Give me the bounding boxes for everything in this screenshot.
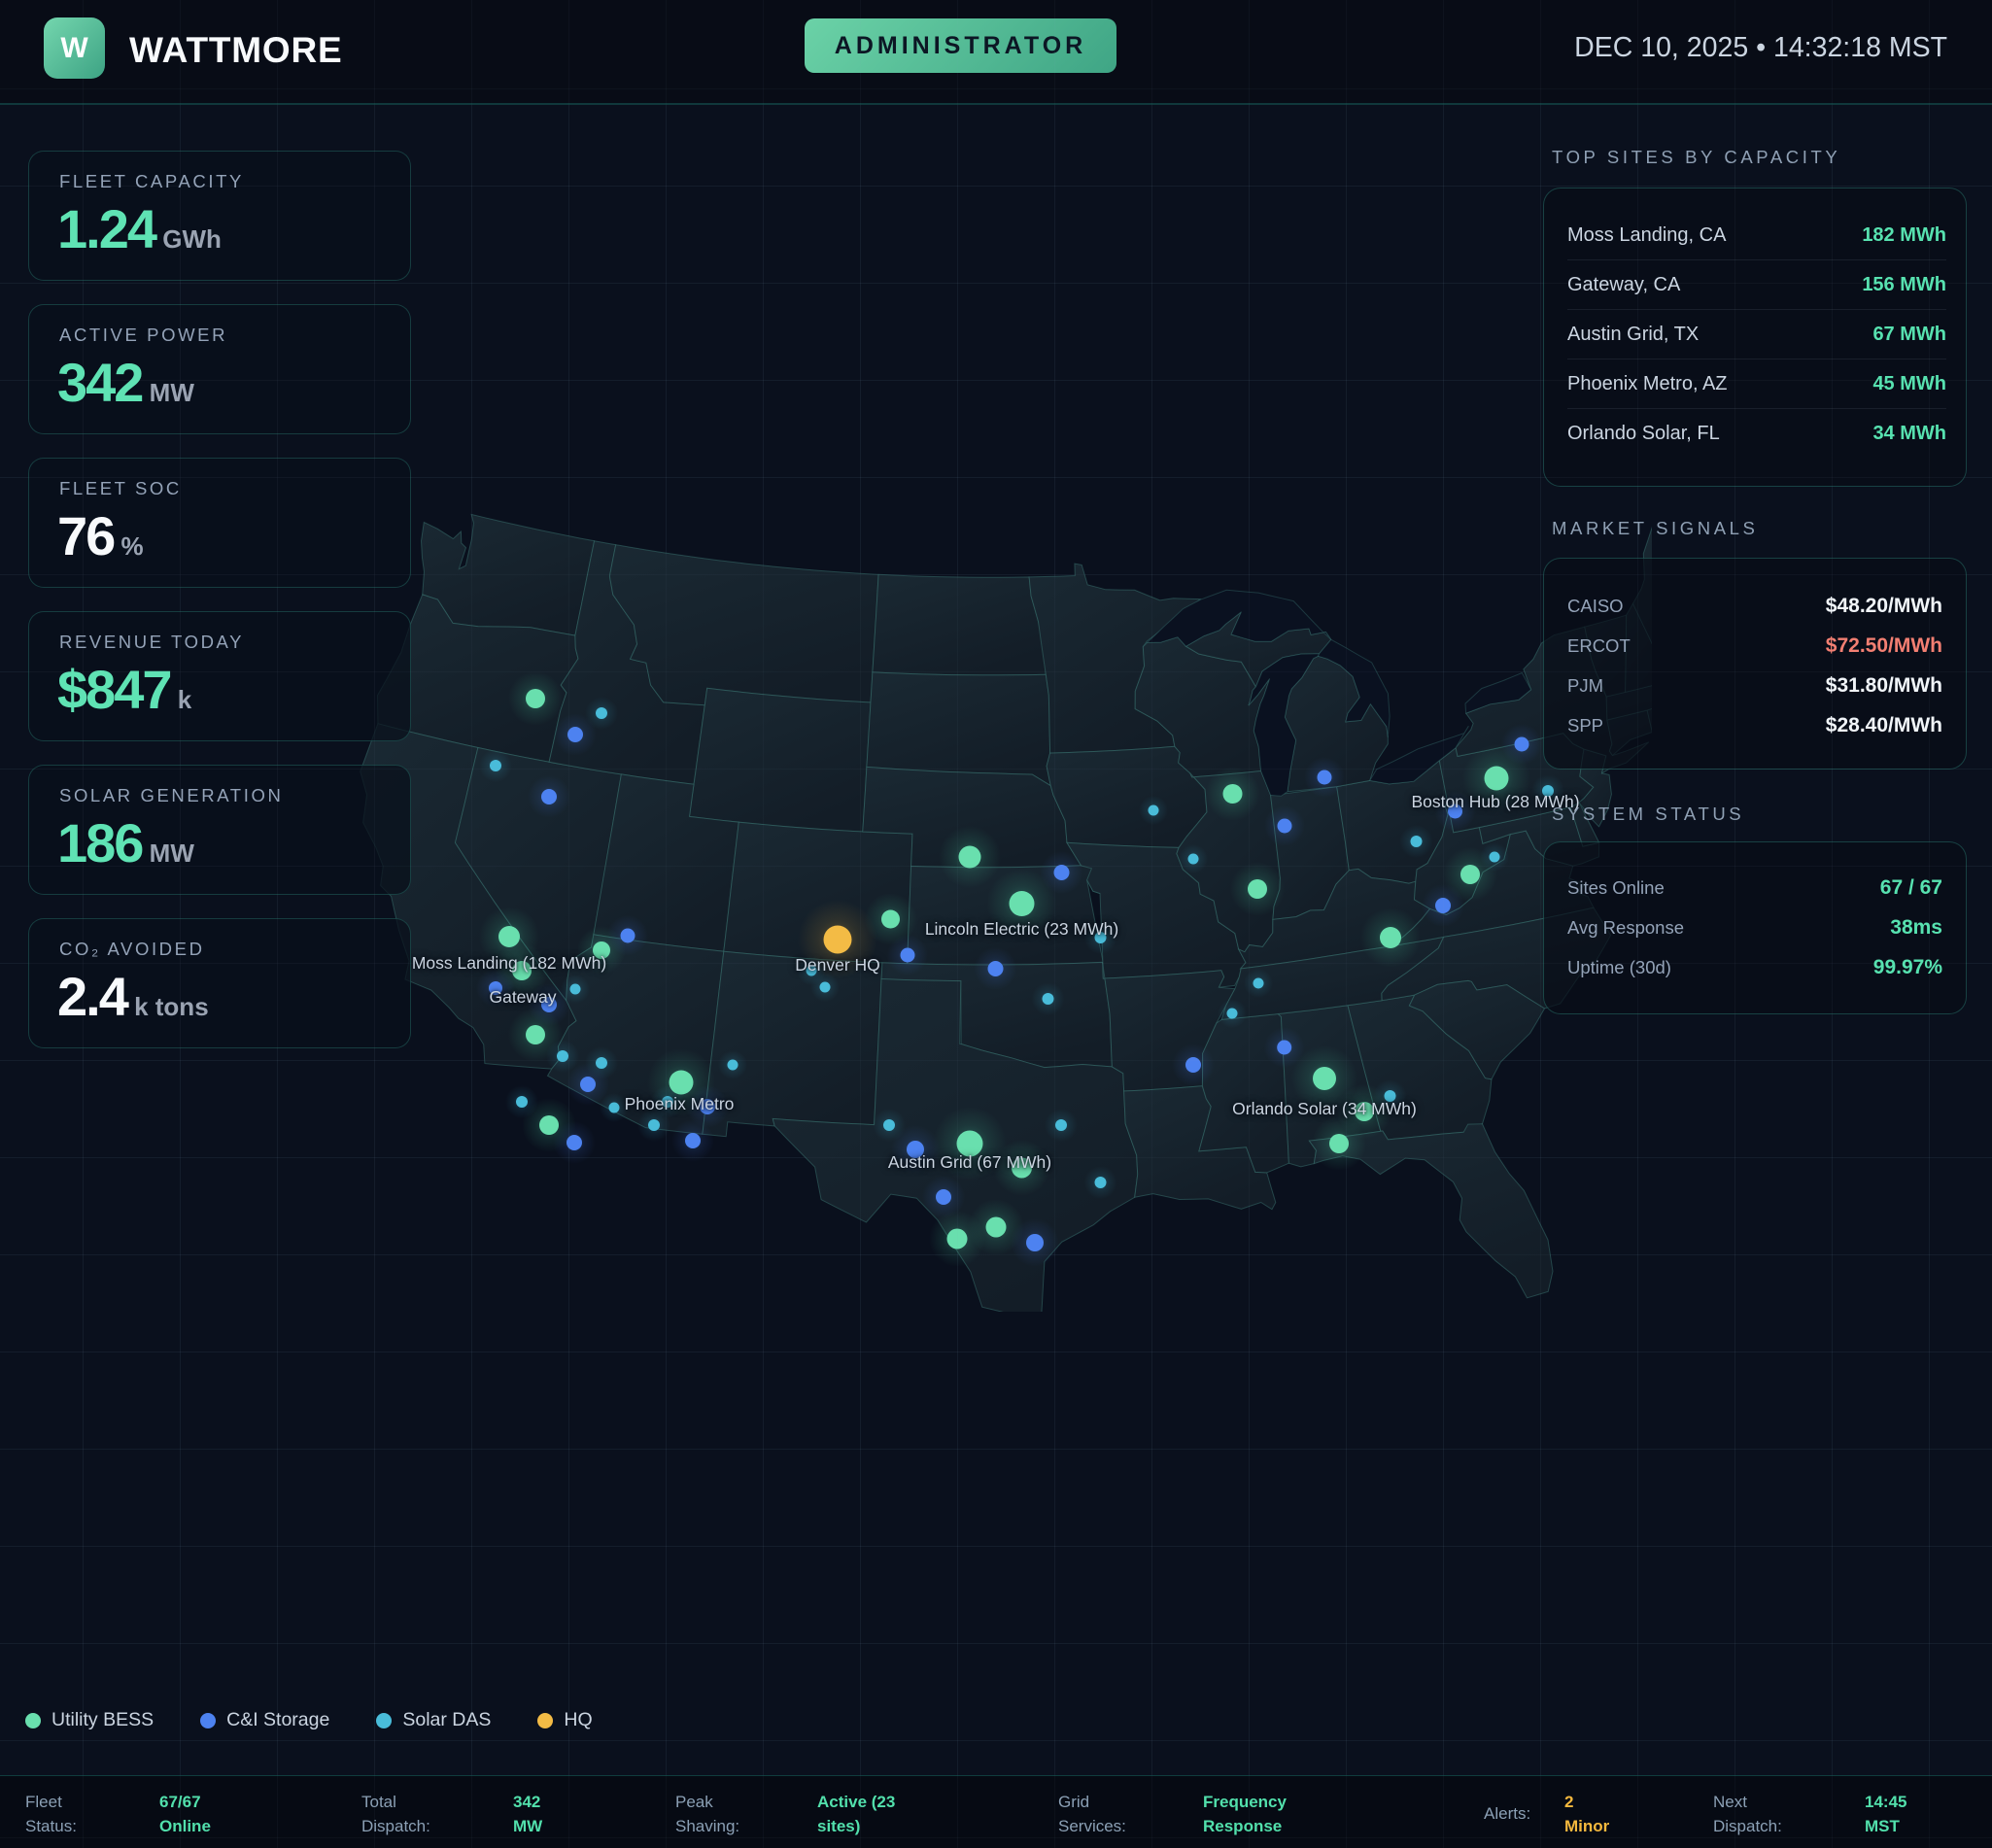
svg-text:Lincoln Electric (23 MWh): Lincoln Electric (23 MWh): [925, 919, 1118, 939]
svg-text:Orlando Solar (34 MWh): Orlando Solar (34 MWh): [1232, 1099, 1417, 1118]
svg-text:Phoenix Metro: Phoenix Metro: [625, 1094, 735, 1113]
svg-text:Moss Landing (182 MWh): Moss Landing (182 MWh): [412, 953, 606, 973]
svg-text:Gateway: Gateway: [489, 987, 556, 1007]
svg-text:Boston Hub (28 MWh): Boston Hub (28 MWh): [1411, 792, 1579, 811]
svg-text:Austin Grid (67 MWh): Austin Grid (67 MWh): [888, 1152, 1051, 1172]
svg-text:Denver HQ: Denver HQ: [795, 955, 880, 975]
